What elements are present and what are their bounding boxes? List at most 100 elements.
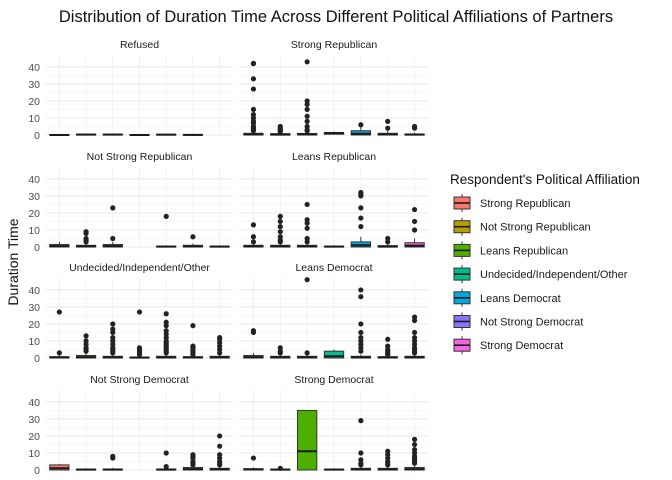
outlier-point [217, 443, 223, 449]
outlier-point [110, 321, 116, 327]
box-leans-republican [102, 205, 123, 248]
panel-title: Strong Republican [291, 39, 378, 51]
panel-leans-republican: Leans Republican [240, 151, 428, 248]
outlier-point [110, 235, 116, 242]
outlier-point [136, 309, 143, 315]
legend-label: Undecided/Independent/Other [480, 269, 628, 281]
panel-refused: Refused 0 10 20 30 40 [28, 39, 233, 142]
outlier-point [190, 351, 196, 358]
outlier-point [250, 60, 257, 67]
legend-label: Not Strong Republican [480, 222, 591, 234]
box-leans-republican [102, 133, 123, 136]
outlier-point [304, 128, 310, 134]
outlier-point [358, 294, 364, 300]
panel-undecided-independent-other: Undecided/Independent/Other 0 10 20 30 40 [28, 262, 233, 365]
box-leans-republican [296, 59, 318, 136]
outlier-point [110, 455, 116, 461]
box-strong-democrat [404, 123, 425, 136]
outlier-point [163, 213, 169, 219]
y-tick-label: 10 [28, 336, 40, 348]
box-leans-democrat [156, 213, 177, 248]
box-strong-democrat [209, 245, 230, 248]
outlier-point [304, 106, 310, 113]
box-undecided-independent-other [323, 349, 345, 359]
y-tick-label: 30 [28, 302, 40, 314]
panel-title: Leans Republican [292, 151, 376, 163]
legend-label: Not Strong Democrat [480, 317, 583, 329]
box-not-strong-republican [270, 345, 291, 359]
outlier-point [411, 436, 418, 442]
box-undecided-independent-other [129, 309, 150, 359]
outlier-point [358, 450, 364, 456]
box-strong-republican [243, 328, 264, 359]
y-tick-label: 20 [28, 96, 40, 108]
panel-title: Undecided/Independent/Other [69, 262, 210, 274]
outlier-point [277, 128, 283, 135]
legend-item-strong-republican: Strong Republican [453, 194, 571, 212]
outlier-point [304, 239, 310, 245]
outlier-point [411, 441, 418, 448]
outlier-point [56, 350, 62, 356]
box-undecided-independent-other [323, 468, 345, 471]
outlier-point [358, 321, 364, 327]
box-leans-republican [296, 201, 318, 248]
outlier-point [163, 323, 169, 329]
legend: Respondent's Political Affiliation Stron… [450, 172, 640, 355]
outlier-point [304, 201, 310, 208]
box-not-strong-republican [75, 333, 97, 359]
y-tick-label: 0 [34, 130, 40, 142]
outlier-point [358, 205, 364, 211]
box-leans-republican [296, 409, 318, 471]
outlier-point [385, 125, 391, 131]
outlier-point [304, 277, 310, 283]
box-leans-republican [102, 321, 123, 359]
panel-not-strong-republican: Not Strong Republican 0 10 20 30 40 [28, 151, 233, 254]
box-strong-republican [49, 464, 70, 471]
box-iqr [323, 350, 345, 359]
outlier-point [250, 239, 257, 245]
outlier-point [83, 348, 89, 354]
chart-title: Distribution of Duration Time Across Dif… [59, 8, 613, 26]
outlier-point [83, 239, 89, 245]
legend-item-not-strong-republican: Not Strong Republican [453, 217, 591, 236]
panel-title: Not Strong Democrat [90, 374, 189, 386]
outlier-point [163, 311, 169, 317]
outlier-point [277, 239, 283, 245]
outlier-point [358, 418, 364, 424]
outlier-point [217, 433, 223, 439]
outlier-point [250, 86, 257, 92]
outlier-point [110, 350, 116, 356]
outlier-point [304, 350, 310, 356]
outlier-point [217, 462, 223, 468]
y-tick-label: 20 [28, 319, 40, 331]
box-not-strong-democrat [377, 448, 398, 471]
outlier-point [385, 118, 391, 124]
facet-panels: Refused 0 10 20 30 40 Strong Republican Not Str… [28, 39, 428, 477]
legend-title: Respondent's Political Affiliation [450, 172, 640, 187]
box-not-strong-republican [270, 213, 291, 248]
box-not-strong-republican [75, 133, 97, 136]
outlier-point [250, 76, 257, 82]
panel-title: Not Strong Republican [87, 151, 193, 163]
y-tick-label: 0 [34, 465, 40, 477]
box-not-strong-republican [75, 229, 97, 248]
box-leans-democrat [156, 311, 177, 359]
outlier-point [358, 329, 364, 336]
y-tick-label: 10 [28, 448, 40, 460]
outlier-point [163, 450, 169, 456]
outlier-point [385, 351, 391, 358]
outlier-point [250, 222, 257, 228]
legend-label: Strong Democrat [480, 340, 563, 352]
outlier-point [250, 106, 257, 113]
panel-strong-democrat: Strong Democrat [240, 374, 428, 471]
outlier-point [304, 59, 310, 65]
outlier-point [83, 333, 89, 339]
outlier-point [217, 350, 223, 356]
outlier-point [83, 230, 89, 236]
box-not-strong-democrat [377, 235, 398, 248]
outlier-point [250, 234, 257, 240]
box-strong-republican [49, 241, 70, 248]
outlier-point [277, 229, 283, 235]
outlier-point [304, 220, 310, 226]
